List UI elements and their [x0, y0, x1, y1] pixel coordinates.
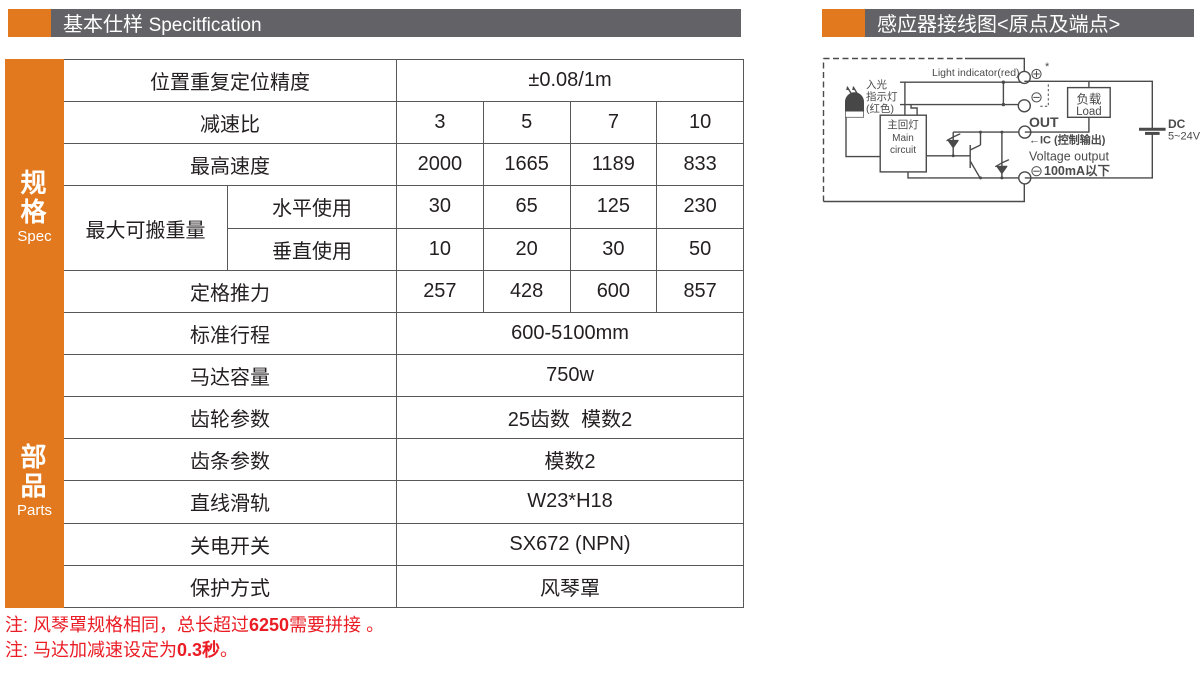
svg-text:*: *	[1045, 61, 1050, 73]
svg-text:Load: Load	[1076, 106, 1102, 118]
svg-text:←IC (控制输出): ←IC (控制输出)	[1029, 133, 1106, 147]
svg-text:(红色): (红色)	[866, 102, 894, 115]
svg-text:负载: 负载	[1076, 93, 1102, 107]
svg-text:circuit: circuit	[890, 145, 916, 156]
svg-text:5~24V: 5~24V	[1168, 131, 1200, 143]
svg-text:Main: Main	[892, 133, 914, 144]
svg-text:Light indicator(red): Light indicator(red)	[932, 67, 1020, 79]
svg-text:入光: 入光	[866, 78, 887, 91]
svg-text:Voltage output: Voltage output	[1029, 150, 1109, 164]
svg-text:DC: DC	[1168, 117, 1186, 131]
svg-text:OUT: OUT	[1029, 114, 1059, 130]
svg-text:主回灯: 主回灯	[887, 119, 919, 131]
svg-text:100mA以下: 100mA以下	[1044, 164, 1110, 178]
svg-text:指示灯: 指示灯	[866, 90, 898, 103]
